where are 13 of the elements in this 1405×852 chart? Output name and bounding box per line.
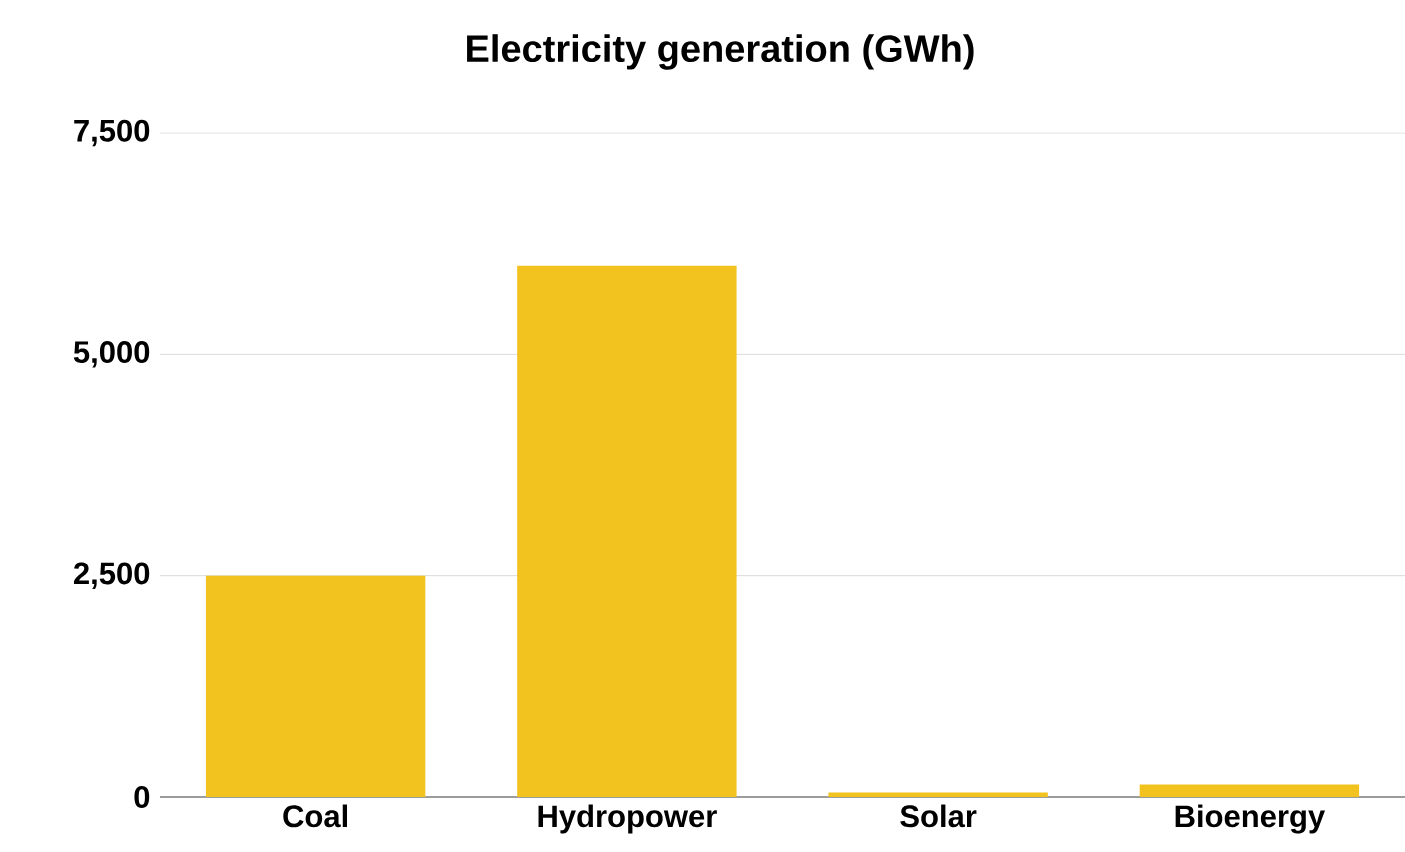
y-tick-label: 0 (134, 786, 150, 808)
x-tick-label: Coal (283, 804, 348, 828)
y-tick-label: 2,500 (73, 562, 150, 589)
bar (1139, 784, 1360, 797)
x-tick-label: Bioenergy (1175, 804, 1326, 834)
bar (517, 265, 737, 797)
bar (828, 792, 1048, 797)
x-tick-label: Hydropower (538, 804, 717, 834)
chart-title: Electricity generation (GWh) (467, 34, 974, 70)
bar (205, 575, 426, 797)
y-tick-label: 5,000 (73, 341, 150, 368)
x-tick-label: Solar (900, 804, 977, 828)
y-tick-label: 7,500 (74, 119, 150, 147)
